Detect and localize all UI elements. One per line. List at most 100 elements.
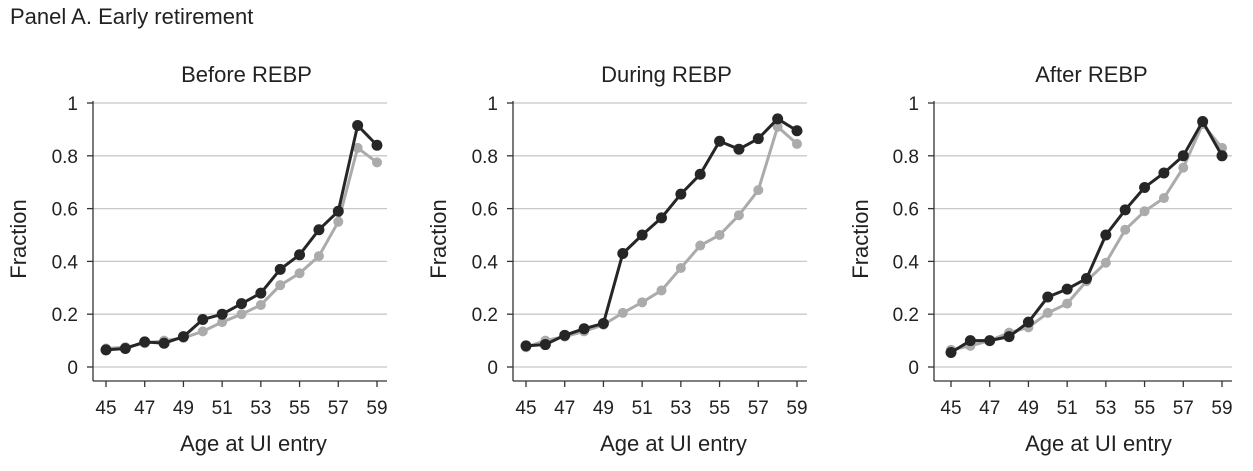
data-point-black — [1081, 273, 1092, 285]
data-point-black — [636, 229, 648, 241]
data-point-black — [597, 317, 609, 329]
data-point-black — [559, 329, 571, 341]
data-point-black — [1139, 181, 1151, 193]
x-tick-label: 53 — [1095, 398, 1116, 419]
data-point-black — [945, 346, 957, 358]
data-point-gray — [753, 185, 764, 196]
data-point-black — [332, 205, 344, 217]
x-tick-label: 55 — [1134, 398, 1155, 419]
y-tick-label: 0.2 — [472, 305, 498, 326]
data-point-black — [1177, 150, 1189, 162]
y-tick-label: 0.2 — [52, 305, 78, 326]
chart-title: Before REBP — [181, 62, 312, 87]
y-tick-label: 0.6 — [472, 200, 498, 221]
data-point-black — [791, 125, 803, 137]
chart-1: 0 0.2 0.4 0.6 0.8 1 45 47 49 51 53 55 57 59 Before REB… — [6, 62, 388, 456]
x-tick-label: 47 — [134, 398, 155, 419]
data-point-black — [216, 308, 228, 320]
data-point-gray — [792, 138, 802, 149]
data-point-gray — [675, 263, 686, 273]
data-point-black — [772, 113, 784, 125]
data-point-black — [371, 139, 383, 151]
data-point-black — [1061, 283, 1073, 295]
data-point-black — [119, 343, 131, 355]
data-point-black — [675, 188, 687, 200]
y-tick-label: 0.6 — [893, 200, 919, 221]
data-point-black — [539, 339, 551, 351]
data-point-gray — [217, 317, 228, 328]
data-point-gray — [1139, 206, 1150, 217]
data-point-black — [294, 249, 306, 261]
data-point-gray — [695, 240, 706, 251]
data-point-black — [656, 212, 667, 224]
y-tick-label: 0.4 — [52, 252, 79, 273]
data-point-gray — [275, 280, 286, 291]
x-axis-label: Age at UI entry — [1025, 431, 1172, 456]
data-point-black — [177, 331, 189, 343]
data-point-black — [1100, 229, 1112, 241]
y-tick-label: 0.4 — [472, 252, 499, 273]
chart-2: 0 0.2 0.4 0.6 0.8 1 45 47 49 51 53 55 57 59 During REB… — [426, 62, 808, 456]
data-point-black — [733, 143, 745, 155]
y-tick-label: 1 — [67, 94, 78, 115]
data-point-black — [617, 247, 629, 259]
data-point-black — [694, 168, 706, 180]
data-point-black — [236, 298, 247, 310]
x-tick-label: 51 — [1057, 398, 1078, 419]
data-point-black — [520, 340, 532, 352]
data-point-black — [1042, 291, 1054, 303]
x-tick-label: 57 — [1173, 398, 1194, 419]
data-point-gray — [1178, 162, 1189, 173]
y-tick-label: 1 — [487, 94, 498, 115]
data-point-gray — [333, 216, 344, 227]
data-point-gray — [313, 251, 324, 262]
data-point-black — [197, 313, 209, 325]
data-point-black — [1003, 331, 1015, 343]
x-tick-label: 59 — [1211, 398, 1232, 419]
data-point-black — [1119, 204, 1131, 216]
data-point-black — [1216, 150, 1228, 162]
y-tick-label: 0.8 — [472, 147, 498, 168]
data-point-gray — [714, 230, 725, 240]
y-tick-label: 0 — [908, 358, 919, 379]
x-tick-label: 57 — [748, 398, 769, 419]
y-tick-label: 0.6 — [52, 200, 78, 221]
data-point-black — [964, 335, 976, 347]
data-point-gray — [236, 309, 247, 320]
chart-3: 0 0.2 0.4 0.6 0.8 1 45 47 49 51 53 55 57 59 After REBP… — [848, 62, 1233, 456]
data-point-black — [752, 133, 764, 145]
data-point-gray — [1042, 307, 1053, 318]
x-tick-label: 53 — [670, 398, 691, 419]
x-tick-label: 49 — [1018, 398, 1039, 419]
data-point-gray — [733, 210, 744, 221]
x-tick-label: 55 — [289, 398, 310, 419]
x-tick-label: 59 — [786, 398, 807, 419]
panel-title: Panel A. Early retirement — [10, 4, 254, 29]
x-tick-label: 51 — [632, 398, 653, 419]
x-axis-label: Age at UI entry — [600, 431, 747, 456]
data-point-black — [1197, 115, 1209, 127]
data-point-gray — [352, 142, 363, 153]
data-point-gray — [772, 121, 783, 132]
y-tick-label: 1 — [908, 94, 919, 115]
x-tick-label: 47 — [554, 398, 575, 419]
x-tick-label: 51 — [212, 398, 233, 419]
y-tick-label: 0.4 — [893, 252, 920, 273]
series-line-black — [525, 116, 798, 348]
data-point-gray — [372, 157, 382, 168]
data-point-gray — [637, 297, 648, 308]
chart-title: During REBP — [601, 62, 732, 87]
x-tick-label: 45 — [940, 398, 961, 419]
data-point-black — [352, 119, 364, 131]
x-tick-label: 49 — [593, 398, 614, 419]
data-point-gray — [656, 285, 667, 296]
y-axis-label: Fraction — [426, 199, 451, 278]
y-tick-label: 0.8 — [52, 147, 78, 168]
data-point-black — [100, 344, 112, 356]
y-axis-label: Fraction — [6, 199, 31, 278]
x-tick-label: 45 — [515, 398, 536, 419]
data-point-black — [1158, 167, 1170, 179]
data-point-black — [274, 263, 286, 275]
data-point-black — [984, 335, 996, 347]
